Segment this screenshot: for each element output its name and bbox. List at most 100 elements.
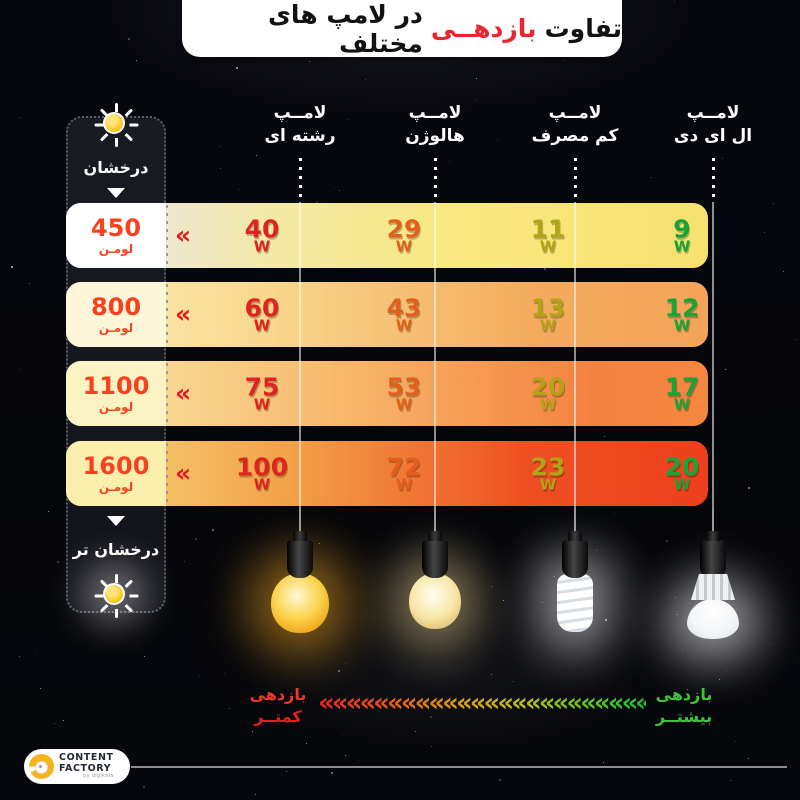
star-speckle — [338, 670, 340, 672]
guide-dots-halogen — [434, 158, 437, 202]
halogen-glass — [409, 573, 461, 629]
watt-value-halogen: 43 W — [349, 293, 459, 335]
watt-unit: W — [539, 395, 557, 414]
column-header-line2: هالوژن — [405, 125, 465, 146]
star-speckle — [603, 762, 604, 763]
watt-unit: W — [395, 316, 413, 335]
watt-number: 12 — [664, 293, 700, 323]
star-speckle — [614, 513, 615, 514]
watt-value-cfl: 20 W — [493, 374, 603, 414]
page-title: تفاوت بازدهــی در لامپ های مختلف — [182, 0, 622, 58]
star-speckle — [347, 119, 348, 120]
star-speckle — [19, 656, 20, 657]
sun-glowing-icon — [94, 574, 138, 618]
bulb-wire-incandescent — [299, 508, 301, 550]
star-speckle — [491, 586, 492, 587]
efficiency-less-label: بازدهی کمتــر — [242, 684, 314, 727]
star-speckle — [722, 158, 723, 159]
logo-line2: FACTORY — [59, 762, 112, 774]
star-speckle — [48, 511, 49, 512]
watt-number: 100 — [235, 452, 289, 482]
watt-value-cfl: 23 W — [493, 452, 603, 492]
lumen-value: 1600 — [82, 452, 150, 480]
star-speckle — [751, 136, 752, 137]
watt-number: 43 — [386, 293, 422, 323]
star-speckle — [693, 269, 694, 270]
watt-unit: W — [253, 237, 271, 256]
incandescent-glass — [271, 573, 329, 633]
watt-number: 13 — [530, 293, 566, 323]
efficiency-less-line2: کمتــر — [254, 706, 302, 726]
title-part2: در لامپ های مختلف — [268, 0, 423, 58]
led-bulb-image — [668, 531, 758, 639]
lumen-unit: لومـن — [98, 400, 134, 414]
watt-number: 75 — [244, 372, 280, 402]
guide-dots-cfl — [574, 158, 577, 202]
star-speckle — [682, 650, 683, 651]
dotted-divider — [166, 363, 168, 424]
star-speckle — [491, 674, 492, 675]
watt-value-cfl: 11 W — [493, 216, 603, 256]
watt-number: 23 — [530, 452, 566, 482]
watt-value-led: 17 W — [627, 374, 737, 412]
star-speckle — [29, 283, 30, 284]
star-speckle — [212, 529, 214, 531]
star-speckle — [677, 614, 678, 615]
star-speckle — [128, 38, 130, 40]
star-speckle — [256, 155, 257, 156]
column-header-led: لامــپ ال ای دی — [648, 102, 778, 148]
star-speckle — [719, 679, 720, 680]
star-speckle — [605, 619, 607, 621]
sun-icon — [94, 103, 138, 147]
bulb-socket — [562, 531, 588, 578]
watt-unit: W — [539, 237, 557, 256]
star-speckle — [513, 681, 514, 682]
star-speckle — [255, 794, 256, 795]
watt-value-incandescent: 60 W — [207, 295, 317, 333]
efficiency-gradient-chevrons: «««««««««««««««««««««««««««««««««« — [318, 688, 646, 718]
star-speckle — [365, 79, 366, 80]
watt-number: 29 — [386, 214, 422, 244]
chevron-left-icon: « — [175, 298, 192, 328]
star-speckle — [220, 168, 221, 169]
watt-unit: W — [395, 475, 413, 494]
table-row-1100-lumen: 1100 لومـن « 75 W 53 W 20 W 17 W — [66, 361, 708, 426]
lumen-unit: لومـن — [98, 480, 134, 494]
title-highlight: بازدهــی — [430, 14, 537, 43]
star-speckle — [306, 743, 307, 744]
watt-unit: W — [539, 316, 557, 335]
star-speckle — [748, 758, 749, 759]
star-speckle — [449, 161, 450, 162]
star-speckle — [19, 369, 20, 370]
efficiency-less-line1: بازدهی — [249, 685, 307, 704]
title-part1: تفاوت — [544, 14, 622, 43]
lumen-value: 450 — [90, 214, 142, 242]
watt-value-incandescent: 75 W — [207, 372, 317, 412]
star-speckle — [764, 232, 765, 233]
guide-line-led — [712, 202, 714, 508]
bulb-wire-led — [712, 508, 714, 550]
star-speckle — [564, 60, 565, 61]
column-header-line1: لامــپ — [548, 103, 602, 123]
row-gradient-bar — [66, 282, 708, 347]
chevron-left-icon: « — [175, 377, 192, 407]
star-speckle — [596, 550, 597, 551]
watt-number: 53 — [386, 372, 422, 402]
column-header-line1: لامــپ — [408, 103, 462, 123]
star-speckle — [687, 689, 688, 690]
star-speckle — [123, 749, 124, 750]
star-speckle — [252, 731, 253, 732]
star-speckle — [334, 187, 335, 188]
star-speckle — [316, 201, 318, 203]
star-speckle — [725, 369, 726, 370]
halogen-bulb-image — [390, 531, 480, 629]
lumen-label: 450 لومـن — [66, 203, 166, 268]
led-dome — [687, 599, 739, 639]
star-speckle — [783, 271, 784, 272]
watt-value-halogen: 72 W — [349, 454, 459, 494]
row-gradient-bar — [66, 203, 708, 268]
table-row-800-lumen: 800 لومـن « 60 W 43 W 13 W 12 W — [66, 282, 708, 347]
watt-value-cfl: 13 W — [493, 293, 603, 335]
guide-dots-led — [712, 158, 715, 202]
